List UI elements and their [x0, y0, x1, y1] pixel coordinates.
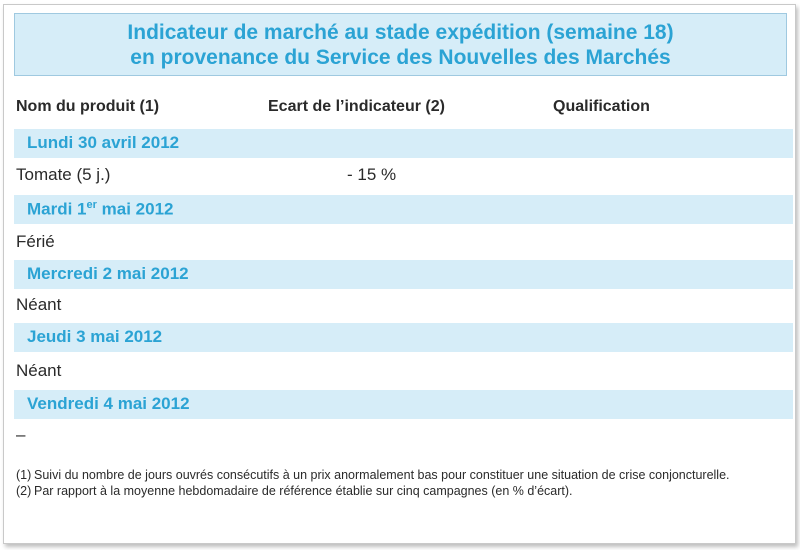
- footnote: (1) Suivi du nombre de jours ouvrés cons…: [16, 468, 730, 482]
- market-indicator-panel: Indicateur de marché au stade expédition…: [3, 4, 796, 544]
- day-band-friday: Vendredi 4 mai 2012: [14, 390, 793, 419]
- day-band-tuesday: Mardi 1er mai 2012: [14, 195, 793, 224]
- title-line-2: en provenance du Service des Nouvelles d…: [130, 45, 671, 69]
- day-band-wednesday: Mercredi 2 mai 2012: [14, 260, 793, 289]
- footnote: (2) Par rapport à la moyenne hebdomadair…: [16, 484, 573, 498]
- header-product: Nom du produit (1): [16, 98, 160, 115]
- day-band-monday: Lundi 30 avril 2012: [14, 129, 793, 158]
- row-product: Néant: [16, 295, 62, 314]
- day-label: Vendredi 4 mai 2012: [27, 394, 190, 413]
- day-label: Mardi 1er mai 2012: [27, 199, 174, 219]
- row-product: Férié: [16, 232, 55, 251]
- footnotes: (1) Suivi du nombre de jours ouvrés cons…: [16, 467, 786, 499]
- day-label: Lundi 30 avril 2012: [27, 133, 180, 152]
- header-ecart: Ecart de l’indicateur (2): [268, 98, 445, 115]
- header-qualification: Qualification: [553, 98, 650, 115]
- day-label: Jeudi 3 mai 2012: [27, 327, 163, 346]
- row-product: –: [16, 425, 26, 444]
- day-label: Mercredi 2 mai 2012: [27, 264, 189, 283]
- row-product: Néant: [16, 361, 62, 380]
- day-band-thursday: Jeudi 3 mai 2012: [14, 323, 793, 352]
- title-box: Indicateur de marché au stade expédition…: [14, 13, 787, 76]
- column-headers: Nom du produit (1) Ecart de l’indicateur…: [4, 98, 795, 120]
- title-line-1: Indicateur de marché au stade expédition…: [127, 20, 674, 44]
- row-ecart: - 15 %: [347, 165, 397, 184]
- row-product: Tomate (5 j.): [16, 165, 111, 184]
